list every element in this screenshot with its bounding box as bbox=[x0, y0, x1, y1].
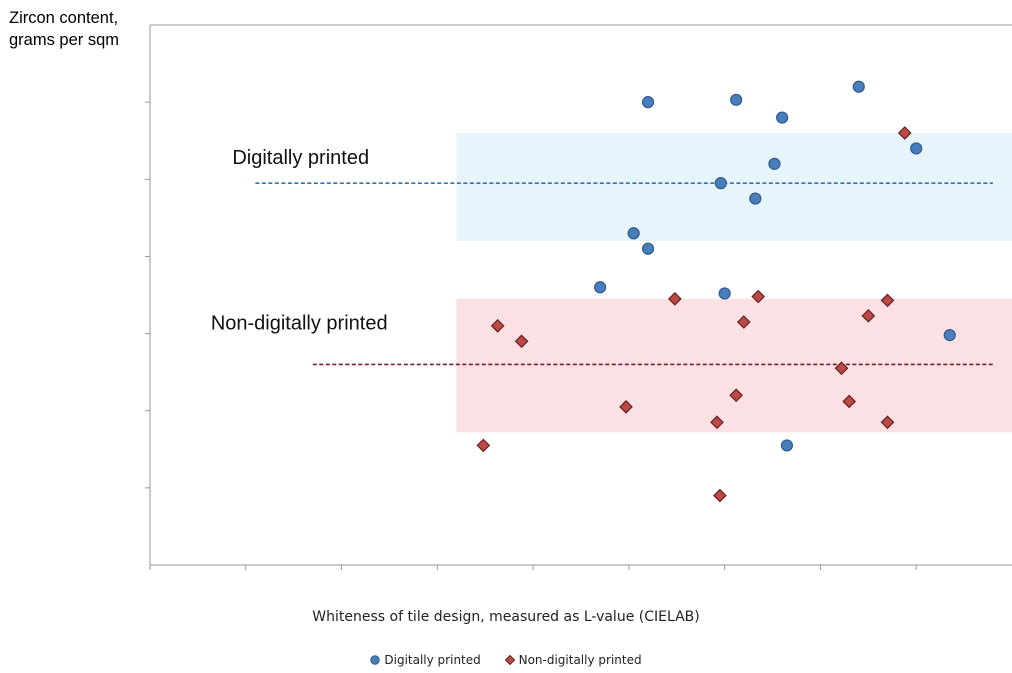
data-point-digital bbox=[768, 157, 781, 170]
legend: Digitally printed Non-digitally printed bbox=[0, 653, 1012, 667]
legend-circle-marker-icon bbox=[370, 655, 381, 665]
data-point-digital bbox=[776, 111, 789, 124]
data-point-non-digital bbox=[861, 308, 876, 323]
y-axis-label: Zircon content, grams per sqm bbox=[9, 7, 119, 51]
data-point-non-digital bbox=[736, 315, 751, 329]
data-point-digital bbox=[641, 242, 655, 255]
x-axis-label: Whiteness of tile design, measured as L-… bbox=[312, 609, 700, 625]
data-point-non-digital bbox=[842, 394, 857, 409]
data-point-non-digital bbox=[729, 388, 744, 403]
band-non-digital bbox=[456, 298, 1012, 433]
legend-item-digital: Digitally printed bbox=[370, 653, 481, 667]
band-digital bbox=[456, 133, 1012, 241]
data-point-non-digital bbox=[880, 415, 895, 430]
data-point-digital bbox=[852, 80, 865, 93]
data-point-non-digital bbox=[619, 400, 633, 414]
data-point-digital bbox=[780, 439, 794, 452]
data-point-digital bbox=[749, 192, 762, 205]
data-point-digital bbox=[943, 329, 956, 342]
data-point-non-digital bbox=[710, 415, 724, 430]
legend-item-non-digital: Non-digitally printed bbox=[504, 653, 642, 667]
legend-label-digital: Digitally printed bbox=[384, 653, 481, 667]
data-point-non-digital bbox=[476, 438, 491, 453]
data-point-non-digital bbox=[668, 292, 682, 306]
data-point-digital bbox=[718, 287, 731, 300]
data-point-non-digital bbox=[834, 361, 849, 376]
data-point-digital bbox=[714, 177, 727, 190]
legend-label-non-digital: Non-digitally printed bbox=[518, 653, 642, 667]
legend-diamond-marker-icon bbox=[504, 654, 515, 666]
data-point-digital bbox=[641, 96, 655, 109]
band-label-non-digital: Non-digitally printed bbox=[211, 312, 388, 334]
data-point-digital bbox=[730, 93, 743, 106]
data-point-non-digital bbox=[490, 319, 505, 333]
y-axis-label-line-2: grams per sqm bbox=[9, 31, 120, 49]
data-point-digital bbox=[910, 142, 923, 155]
data-point-digital bbox=[627, 227, 640, 240]
band-label-digital: Digitally printed bbox=[232, 147, 369, 169]
data-point-non-digital bbox=[751, 289, 766, 304]
data-point-non-digital bbox=[713, 488, 727, 503]
data-point-digital bbox=[594, 281, 607, 294]
y-axis-label-line-1: Zircon content, bbox=[9, 9, 119, 27]
data-point-non-digital bbox=[514, 334, 529, 349]
data-point-non-digital bbox=[880, 293, 895, 308]
data-point-non-digital bbox=[897, 126, 912, 140]
